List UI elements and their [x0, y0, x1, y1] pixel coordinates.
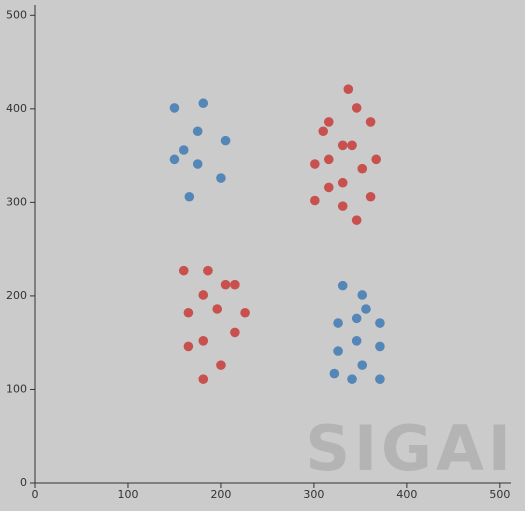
point [216, 173, 226, 183]
point [357, 360, 368, 370]
point [375, 318, 385, 328]
point [192, 159, 203, 169]
y-tick-label: 300 [6, 195, 27, 208]
x-tick-label: 300 [303, 488, 324, 501]
point [365, 117, 376, 127]
point [230, 327, 240, 338]
point [365, 191, 376, 202]
point [371, 154, 381, 165]
point [198, 374, 209, 384]
point [198, 98, 209, 109]
point [220, 135, 231, 146]
point [178, 145, 189, 155]
point [323, 182, 334, 193]
watermark: SIGAI [305, 412, 515, 485]
point [361, 304, 371, 314]
y-tick-label: 0 [20, 476, 27, 489]
point [323, 154, 334, 165]
point [333, 346, 343, 356]
point [337, 140, 348, 151]
point [184, 191, 195, 202]
x-tick-label: 0 [32, 488, 39, 501]
point [310, 195, 320, 206]
point [357, 163, 368, 174]
point [178, 265, 189, 276]
point [337, 177, 348, 188]
point [169, 154, 180, 165]
y-tick-label: 100 [6, 382, 27, 395]
point [347, 140, 357, 151]
point [198, 336, 209, 346]
x-tick-label: 400 [396, 488, 417, 501]
point [220, 279, 231, 290]
point [198, 290, 209, 300]
y-tick-label: 200 [6, 289, 27, 302]
point [183, 341, 194, 352]
point [240, 307, 250, 318]
point [343, 84, 354, 94]
point [351, 336, 362, 346]
point [337, 201, 348, 211]
x-tick-label: 100 [117, 488, 138, 501]
point [318, 126, 329, 137]
point [323, 117, 334, 127]
x-tick-label: 200 [210, 488, 231, 501]
point [347, 374, 357, 384]
point [375, 374, 385, 384]
point [183, 307, 194, 318]
x-tick-label: 500 [489, 488, 510, 501]
point [351, 103, 362, 113]
point [333, 318, 343, 328]
point [310, 159, 320, 169]
point [230, 279, 240, 290]
point [192, 126, 203, 137]
y-tick-label: 500 [6, 8, 27, 21]
point [375, 341, 385, 352]
y-tick-label: 400 [6, 102, 27, 115]
point [357, 290, 368, 300]
point [351, 215, 362, 225]
point [203, 265, 213, 276]
point [212, 304, 223, 314]
point [329, 368, 340, 379]
point [337, 280, 348, 291]
point [169, 103, 180, 113]
point [351, 313, 362, 324]
point [216, 360, 226, 370]
